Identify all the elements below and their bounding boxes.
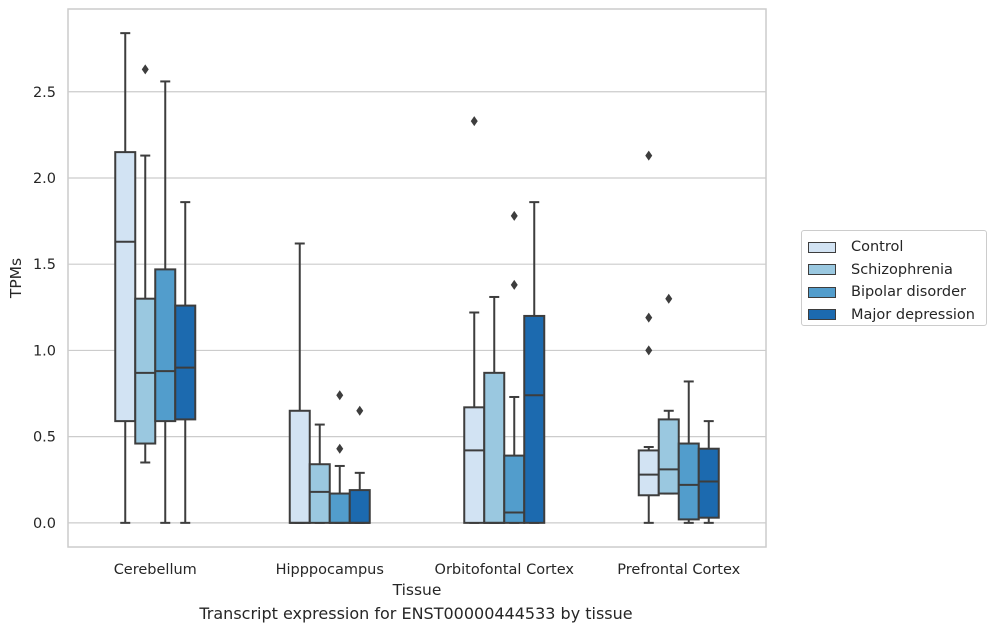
box xyxy=(134,297,157,445)
box xyxy=(114,151,137,423)
y-tick-label: 0.0 xyxy=(33,516,56,532)
box xyxy=(154,268,177,423)
legend-swatch xyxy=(808,309,836,321)
figure-caption: Transcript expression for ENST0000044453… xyxy=(199,604,633,623)
outlier-point xyxy=(336,390,344,401)
outlier-point xyxy=(665,293,673,304)
box xyxy=(697,447,720,519)
x-tick-label: Cerebellum xyxy=(114,562,197,578)
outlier-point xyxy=(510,279,518,290)
outlier-point xyxy=(510,210,518,221)
x-tick-label: Hipppocampus xyxy=(276,562,384,578)
plot-frame xyxy=(67,8,767,548)
x-tick-label: Orbitofontal Cortex xyxy=(435,562,575,578)
legend: Control Schizophrenia Bipolar disorder Majo… xyxy=(801,230,987,326)
legend-item: Control xyxy=(808,236,986,259)
y-tick-label: 1.5 xyxy=(33,257,56,273)
legend-item: Major depression xyxy=(808,304,986,327)
y-tick-label: 1.0 xyxy=(33,343,56,359)
box xyxy=(677,442,700,521)
legend-swatch xyxy=(808,264,836,276)
legend-label: Major depression xyxy=(851,306,975,323)
outlier-point xyxy=(645,150,653,161)
box xyxy=(523,314,546,524)
outlier-point xyxy=(356,405,364,416)
box xyxy=(657,418,680,495)
y-axis-label: TPMs xyxy=(7,258,25,299)
y-tick-label: 2.0 xyxy=(33,171,56,187)
outlier-point xyxy=(645,312,653,323)
legend-label: Schizophrenia xyxy=(851,261,953,278)
box xyxy=(174,304,197,421)
legend-label: Bipolar disorder xyxy=(851,284,966,301)
x-tick-label: Prefrontal Cortex xyxy=(617,562,740,578)
box xyxy=(288,409,311,524)
box xyxy=(463,406,486,524)
legend-item: Bipolar disorder xyxy=(808,281,986,304)
x-axis-label: Tissue xyxy=(392,581,442,599)
box xyxy=(637,449,660,497)
legend-item: Schizophrenia xyxy=(808,259,986,282)
y-tick-label: 2.5 xyxy=(33,85,56,101)
outlier-point xyxy=(470,116,478,127)
legend-swatch xyxy=(808,241,836,253)
box xyxy=(348,489,371,524)
outlier-point xyxy=(141,64,149,75)
legend-label: Control xyxy=(851,239,904,256)
box xyxy=(328,492,351,524)
box xyxy=(308,463,331,524)
y-tick-label: 0.5 xyxy=(33,430,56,446)
legend-swatch xyxy=(808,286,836,298)
box xyxy=(483,371,506,524)
outlier-point xyxy=(336,443,344,454)
outlier-point xyxy=(645,345,653,356)
